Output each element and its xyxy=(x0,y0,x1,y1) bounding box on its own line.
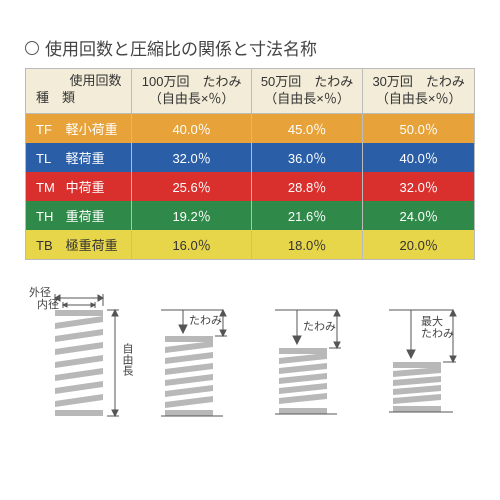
table-row: TF 軽小荷重40.0％45.0％50.0％ xyxy=(26,113,475,143)
cell-value: 50.0％ xyxy=(363,113,475,143)
header-col1-bottom: （自由長×％） xyxy=(138,91,244,108)
spring-med-svg xyxy=(257,288,357,433)
cell-value: 32.0％ xyxy=(363,172,475,201)
cell-value: 45.0％ xyxy=(251,113,363,143)
cell-type: TF 軽小荷重 xyxy=(26,113,132,143)
header-type-top: 使用回数 xyxy=(32,73,125,90)
spring-table: 使用回数 種 類 100万回 たわみ （自由長×％） 50万回 たわみ （自由長… xyxy=(25,68,475,260)
cell-value: 24.0％ xyxy=(363,201,475,230)
header-col2-top: 50万回 たわみ xyxy=(258,74,357,91)
header-col3: 30万回 たわみ （自由長×％） xyxy=(363,69,475,114)
header-type: 使用回数 種 類 xyxy=(26,69,132,114)
cell-value: 28.8％ xyxy=(251,172,363,201)
cell-value: 18.0％ xyxy=(251,230,363,260)
diagram-free: 外径 内径 自由長 xyxy=(29,288,129,433)
cell-value: 36.0％ xyxy=(251,143,363,172)
table-row: TH 重荷重19.2％21.6％24.0％ xyxy=(26,201,475,230)
header-col1: 100万回 たわみ （自由長×％） xyxy=(132,69,251,114)
title-row: 使用回数と圧縮比の関係と寸法名称 xyxy=(25,35,475,60)
bullet-circle xyxy=(25,41,39,55)
table-row: TL 軽荷重32.0％36.0％40.0％ xyxy=(26,143,475,172)
cell-value: 40.0％ xyxy=(363,143,475,172)
cell-type: TL 軽荷重 xyxy=(26,143,132,172)
cell-type: TH 重荷重 xyxy=(26,201,132,230)
cell-value: 20.0％ xyxy=(363,230,475,260)
header-col3-bottom: （自由長×％） xyxy=(369,91,468,108)
header-col2-bottom: （自由長×％） xyxy=(258,91,357,108)
label-free-length: 自由長 xyxy=(119,343,135,376)
diagram-deflection-max: 最大たわみ xyxy=(371,288,471,433)
label-max-deflection: 最大たわみ xyxy=(421,316,454,340)
cell-value: 32.0％ xyxy=(132,143,251,172)
cell-value: 16.0％ xyxy=(132,230,251,260)
diagram-deflection-med: たわみ xyxy=(257,288,357,433)
header-col2: 50万回 たわみ （自由長×％） xyxy=(251,69,363,114)
table-body: TF 軽小荷重40.0％45.0％50.0％TL 軽荷重32.0％36.0％40… xyxy=(26,113,475,259)
diagrams-row: 外径 内径 自由長 xyxy=(25,288,475,433)
cell-type: TB 極重荷重 xyxy=(26,230,132,260)
spring-small-svg xyxy=(143,288,243,433)
header-type-bottom: 種 類 xyxy=(32,90,125,107)
header-col1-top: 100万回 たわみ xyxy=(138,74,244,91)
table-row: TM 中荷重25.6％28.8％32.0％ xyxy=(26,172,475,201)
cell-value: 19.2％ xyxy=(132,201,251,230)
page-title: 使用回数と圧縮比の関係と寸法名称 xyxy=(45,35,317,60)
cell-value: 40.0％ xyxy=(132,113,251,143)
header-col3-top: 30万回 たわみ xyxy=(369,74,468,91)
cell-type: TM 中荷重 xyxy=(26,172,132,201)
cell-value: 25.6％ xyxy=(132,172,251,201)
label-deflection-1: たわみ xyxy=(189,312,222,328)
diagram-deflection-small: たわみ xyxy=(143,288,243,433)
label-inner: 内径 xyxy=(37,296,59,312)
label-deflection-2: たわみ xyxy=(303,318,336,334)
table-row: TB 極重荷重16.0％18.0％20.0％ xyxy=(26,230,475,260)
cell-value: 21.6％ xyxy=(251,201,363,230)
spring-max-svg xyxy=(371,288,471,433)
